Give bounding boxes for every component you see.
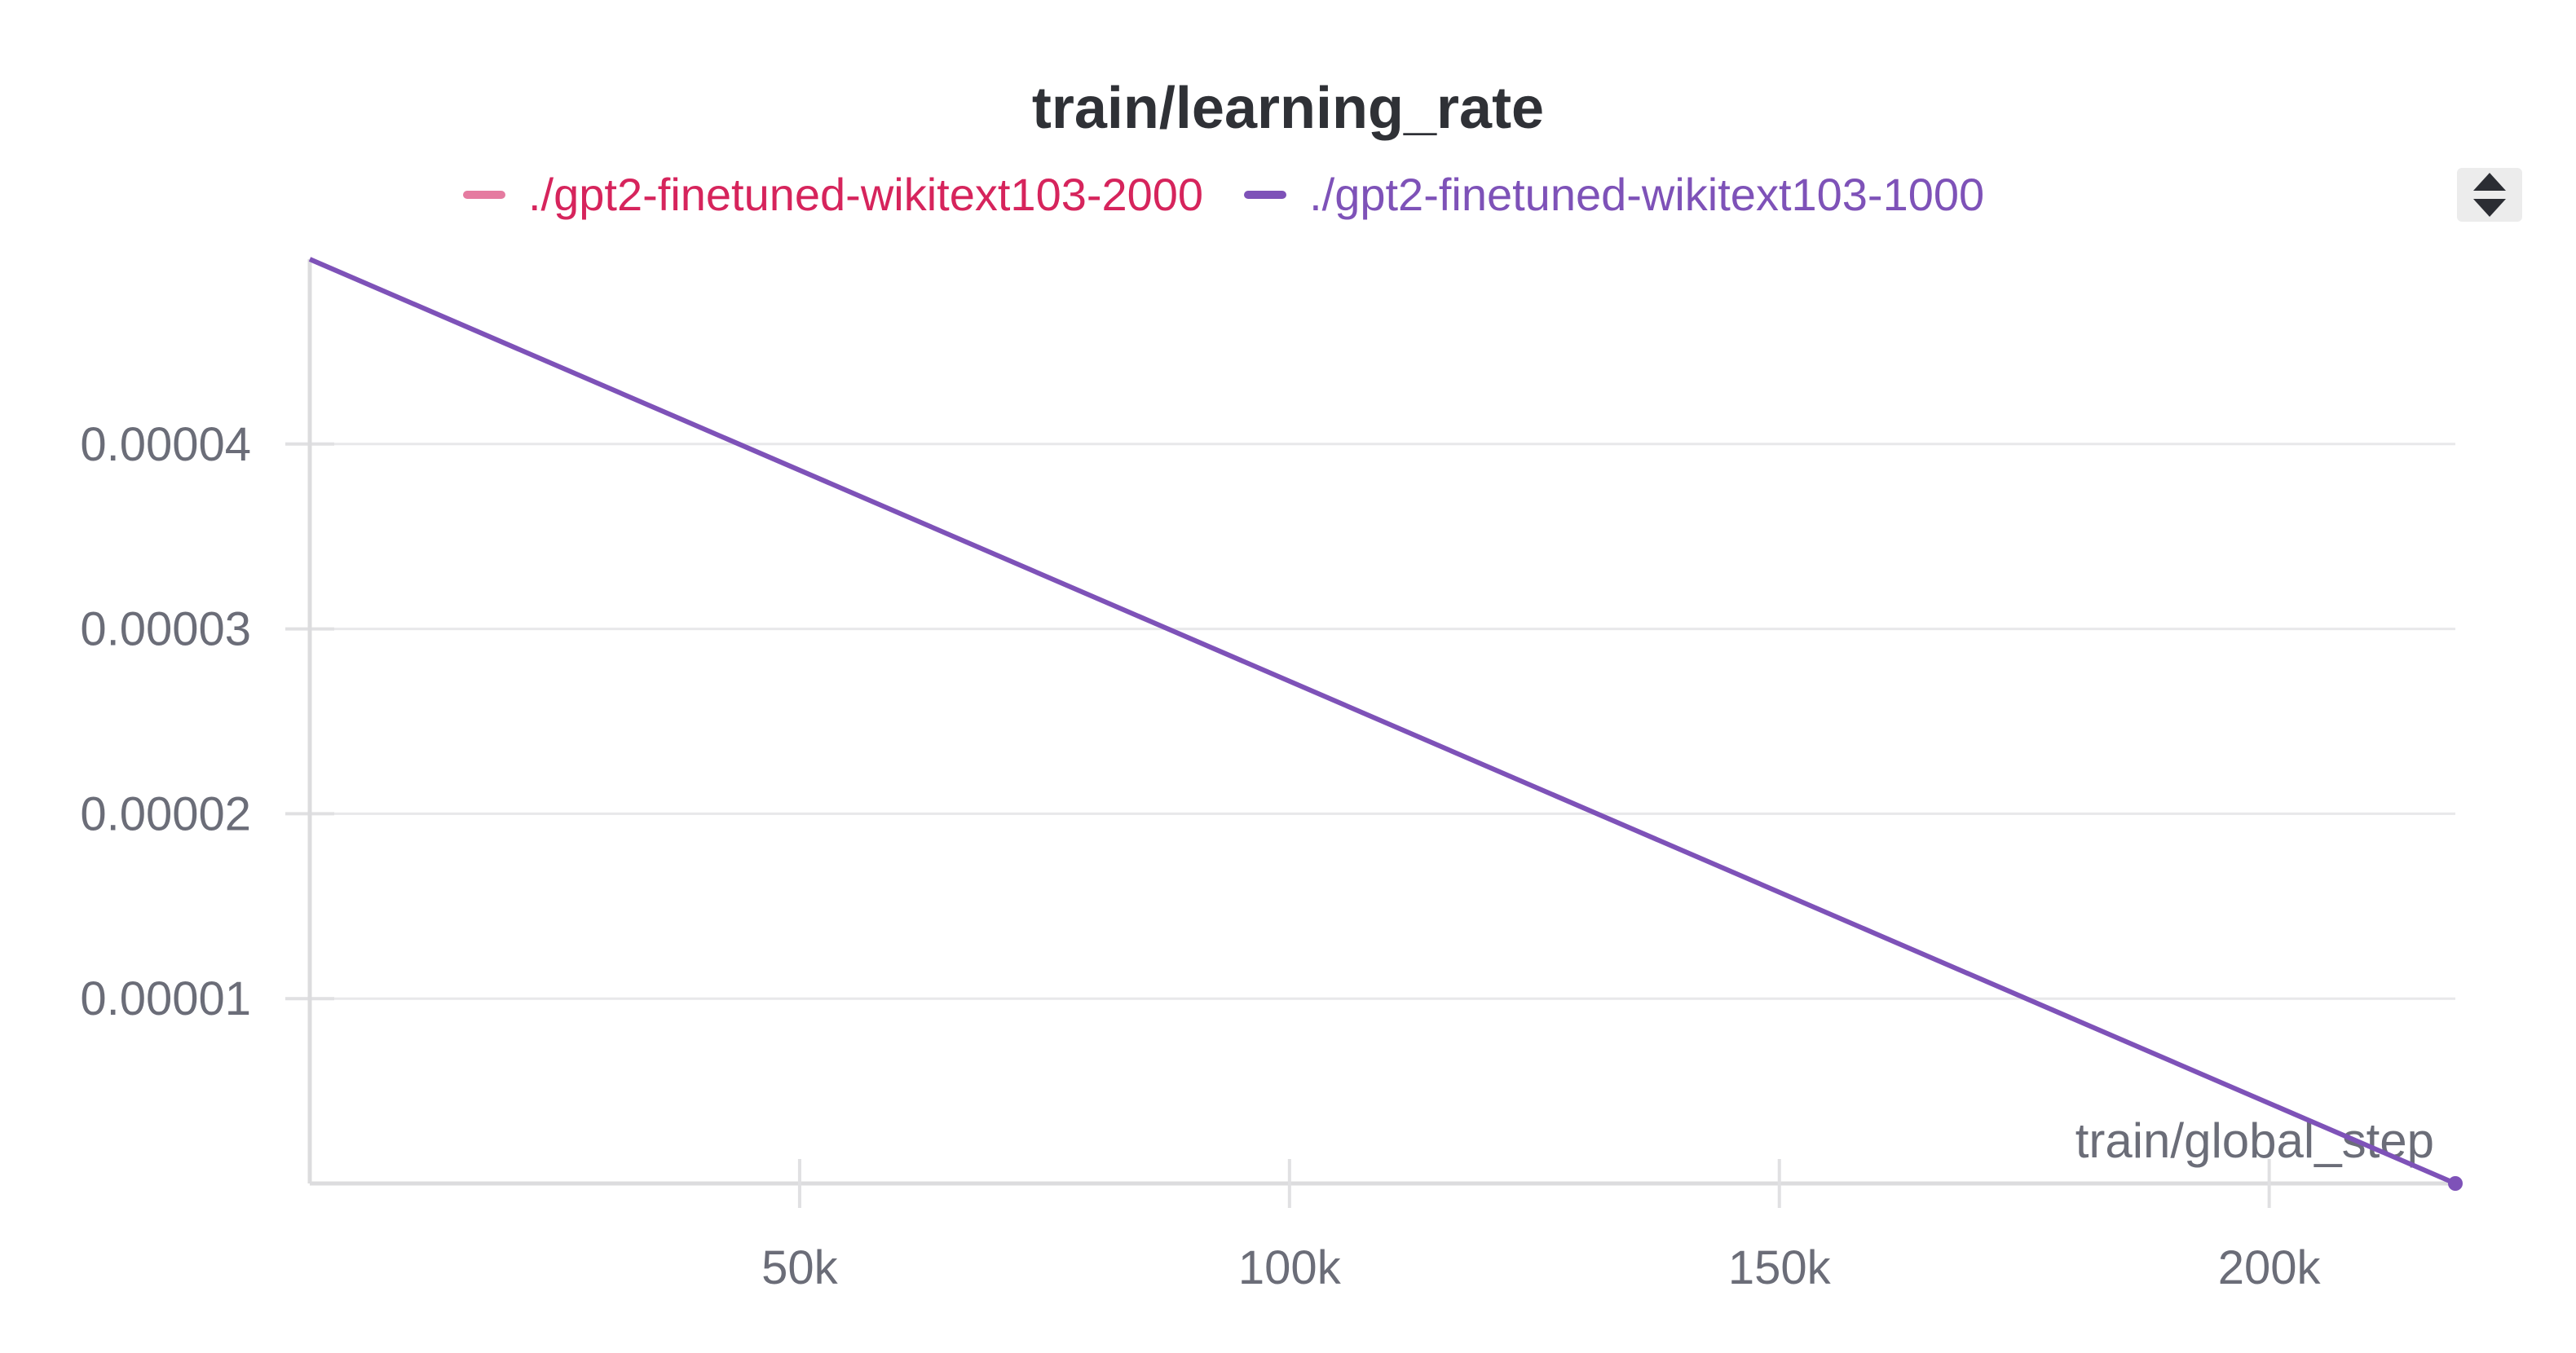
series-endpoint-1: [2448, 1176, 2463, 1191]
chart-title: train/learning_rate: [1031, 76, 1545, 141]
y-tick-label: 0.00001: [80, 972, 251, 1025]
legend-label-1000: ./gpt2-finetuned-wikitext103-1000: [1309, 169, 1985, 220]
legend-swatch-2000: [463, 190, 505, 199]
chevron-up-down-icon: [2473, 173, 2506, 217]
x-tick-label: 150k: [1728, 1241, 1832, 1294]
x-tick-label: 200k: [2218, 1241, 2322, 1294]
series-line-1: [308, 257, 2457, 1186]
legend-label-2000: ./gpt2-finetuned-wikitext103-2000: [528, 169, 1204, 220]
x-tick-label: 50k: [761, 1241, 839, 1294]
legend: ./gpt2-finetuned-wikitext103-2000 ./gpt2…: [463, 168, 2025, 221]
y-tick-label: 0.00002: [80, 787, 251, 840]
x-axis-title: train/global_step: [2075, 1113, 2434, 1168]
legend-swatch-1000: [1244, 190, 1287, 199]
legend-item-1000[interactable]: ./gpt2-finetuned-wikitext103-1000: [1244, 168, 1984, 221]
x-tick-label: 100k: [1238, 1241, 1342, 1294]
legend-item-2000[interactable]: ./gpt2-finetuned-wikitext103-2000: [463, 168, 1203, 221]
legend-scroll-button[interactable]: [2457, 168, 2522, 222]
y-tick-label: 0.00004: [80, 418, 251, 471]
y-tick-label: 0.00003: [80, 603, 251, 656]
